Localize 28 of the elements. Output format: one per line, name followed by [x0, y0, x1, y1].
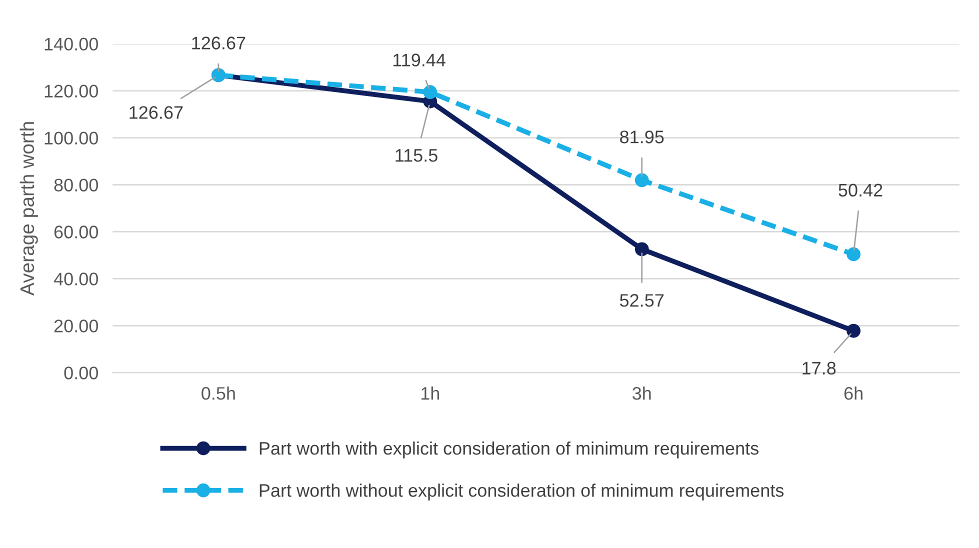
data-label: 115.5: [396, 149, 438, 162]
x-tick-label: 6h: [844, 386, 862, 400]
y-tick-label: 20.00: [54, 320, 98, 332]
data-label: 119.44: [393, 54, 446, 66]
point: [634, 242, 649, 256]
point: [846, 324, 861, 338]
data-label: 126.67: [192, 36, 246, 50]
legend-label: Part worth without explicit consideration of minimum requirements: [260, 484, 784, 500]
point: [423, 85, 438, 100]
y-tick-label: 100.00: [44, 132, 98, 145]
legend-label: Part worth with explicit consideration of minimum requirements: [260, 442, 758, 458]
data-label: 17.8: [802, 362, 836, 375]
point: [634, 173, 649, 188]
y-tick-label: 60.00: [54, 226, 98, 238]
data-label: 81.95: [620, 130, 664, 144]
y-tick-label: 80.00: [54, 178, 98, 192]
x-tick-label: 3h: [632, 386, 651, 400]
x-tick-label: 1h: [421, 386, 440, 400]
y-tick-label: 120.00: [44, 84, 98, 98]
y-tick-label: 0.00: [64, 366, 98, 380]
data-label: 52.57: [620, 294, 664, 307]
point: [846, 247, 861, 262]
y-tick-label: 40.00: [54, 272, 98, 286]
data-label: 50.42: [838, 184, 882, 197]
data-label: 126.67: [130, 106, 183, 119]
y-axis-title: Average parth worth: [20, 122, 38, 296]
x-tick-label: 0.5h: [202, 386, 235, 400]
y-tick-label: 140.00: [44, 38, 98, 51]
